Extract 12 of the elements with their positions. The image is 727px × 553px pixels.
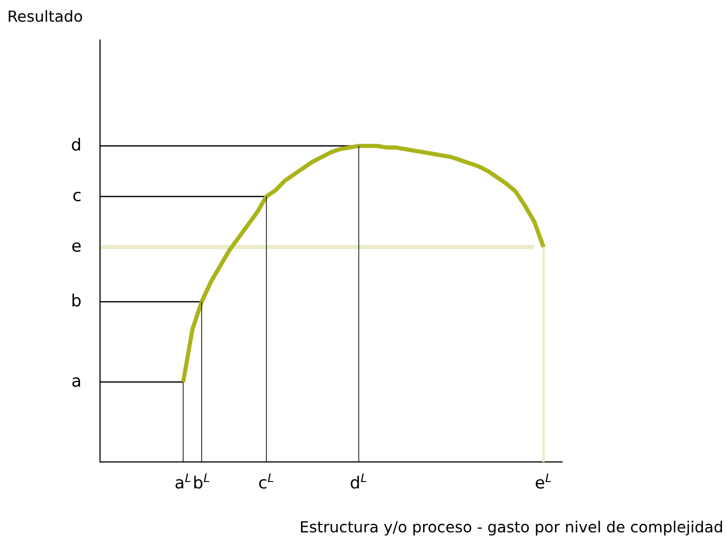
text: c [73, 192, 81, 202]
x-tick-label: a$^{L}$ [176, 474, 191, 489]
x-axis-title: Estructura y/o proceso - gasto por nivel de complejidad [300, 520, 722, 536]
x-tick-label: b$^{L}$ [194, 474, 210, 489]
text: Resultado [8, 10, 82, 22]
text: a [72, 377, 80, 387]
x-tick-label: c$^{L}$ [259, 474, 274, 489]
text: d [72, 138, 80, 151]
text: e [72, 242, 81, 252]
x-tick-label: d$^{L}$ [350, 474, 366, 489]
text: b [72, 294, 81, 307]
x-tick-label: e$^{L}$ [536, 474, 552, 489]
